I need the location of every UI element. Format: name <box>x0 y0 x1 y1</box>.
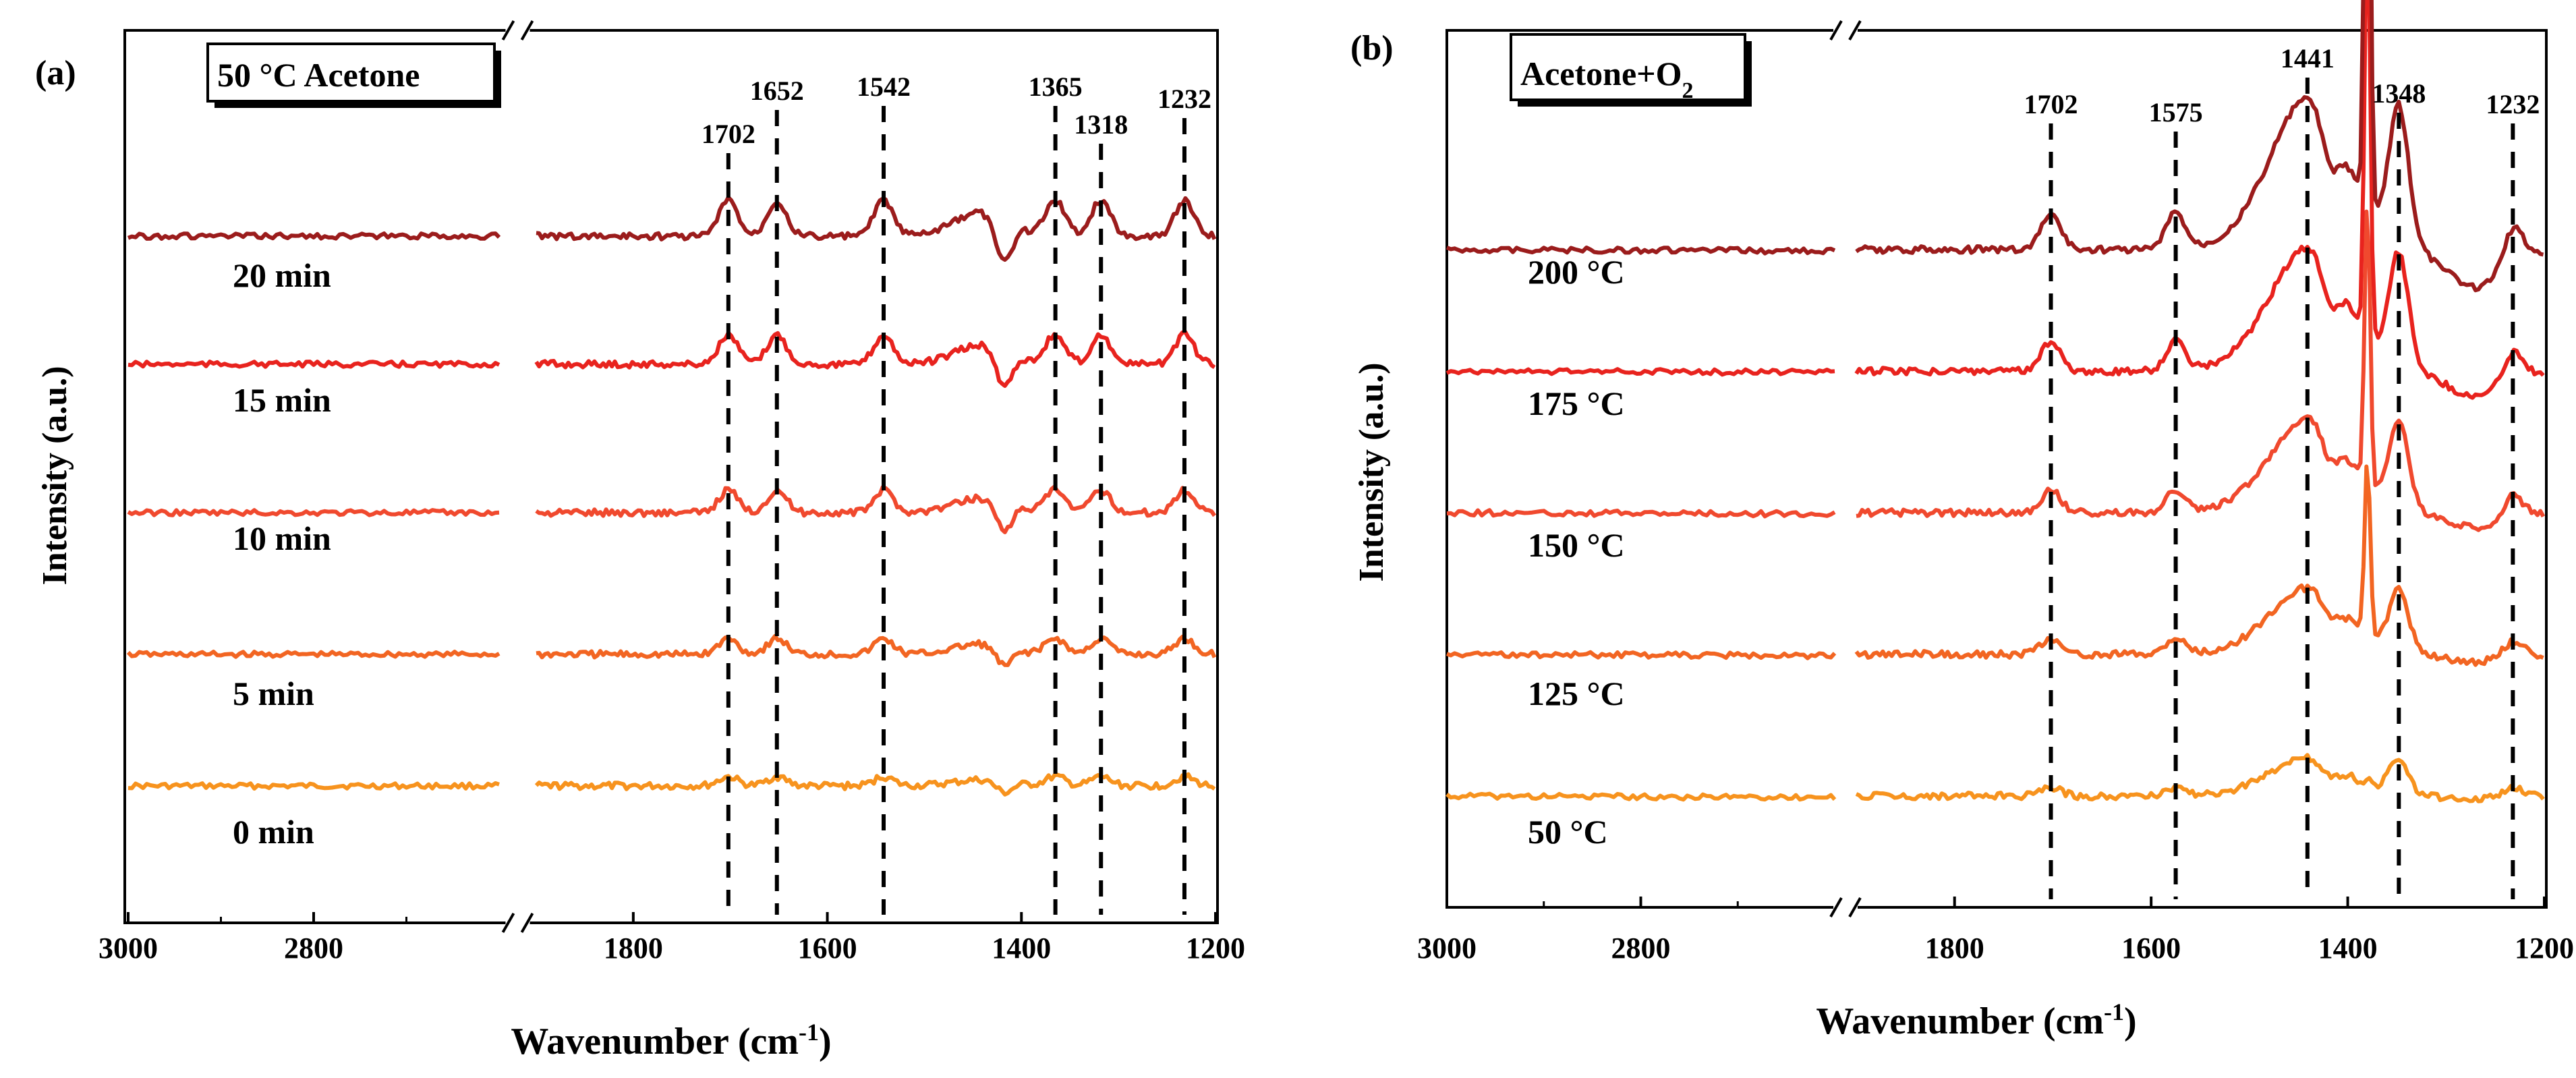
peak-label: 1441 <box>2281 43 2335 74</box>
x-axis-label-superscript: -1 <box>2104 998 2124 1025</box>
spectrum-line-right <box>1856 209 2546 532</box>
panel-b: 3000 2800 1800 1600 1400 1200(b)Acetone+O2Wav… <box>1350 0 2574 1042</box>
x-axis-label: Wavenumber (cm-1) <box>1816 998 2136 1042</box>
spectrum-line-left <box>1446 246 1836 256</box>
axis-break-mark <box>520 913 534 933</box>
spectrum-line-right <box>1854 0 2545 400</box>
axis-break-mark <box>1829 897 1843 917</box>
spectrum-line-left <box>126 650 500 659</box>
axis-break-mark <box>501 20 515 40</box>
spectrum-line-left <box>1446 508 1836 519</box>
peak-label: 1348 <box>2372 78 2426 109</box>
x-tick-label: 1200 <box>1186 932 1245 965</box>
series-label: 175 °C <box>1528 385 1625 422</box>
spectrum-line-right <box>534 330 1216 388</box>
x-tick-label: 1600 <box>798 932 857 965</box>
series-label: 20 min <box>233 256 331 294</box>
series-label: 200 °C <box>1528 253 1625 291</box>
spectrum-line-right <box>534 772 1216 797</box>
series-label: 150 °C <box>1528 526 1625 564</box>
peak-label: 1702 <box>702 119 755 149</box>
y-axis-label: Intensity (a.u.) <box>36 366 74 585</box>
peak-label: 1232 <box>1157 84 1211 114</box>
series-label: 5 min <box>233 675 314 712</box>
spectrum-line-left <box>127 231 501 241</box>
panel-label: (a) <box>35 54 76 92</box>
peak-label: 1232 <box>2486 89 2540 119</box>
chart-title: 50 °C Acetone <box>217 56 420 94</box>
series-label: 15 min <box>233 381 331 419</box>
panel-a: 3000 2800 1800 1600 1400 1200 (a) 50 °C Acetone… <box>35 20 1245 1062</box>
x-tick-label: 1200 <box>2515 932 2574 965</box>
x-tick-label: 3000 <box>98 932 158 965</box>
peak-label: 1575 <box>2149 97 2203 127</box>
x-tick-label: 3000 <box>1417 932 1477 965</box>
x-tick-label: 1600 <box>2121 932 2181 965</box>
axis-break-mark <box>1848 20 1862 40</box>
spectrum-line-right <box>536 195 1217 262</box>
x-axis-label-superscript: -1 <box>799 1019 819 1046</box>
axis-break-mark <box>1829 20 1843 40</box>
spectrum-line-left <box>1446 650 1837 660</box>
peak-label: 1318 <box>1074 109 1128 140</box>
axis-break-mark <box>501 913 515 933</box>
x-axis-label-tail: ) <box>2124 1000 2137 1042</box>
spectrum-line-right <box>535 484 1217 534</box>
x-axis-label: Wavenumber (cm-1) <box>511 1019 831 1062</box>
y-axis-label: Intensity (a.u.) <box>1352 362 1391 581</box>
peak-label: 1365 <box>1029 72 1083 102</box>
axis-break-mark <box>1848 897 1862 917</box>
spectrum-line-right <box>1855 0 2544 293</box>
x-tick-label: 2800 <box>284 932 343 965</box>
spectrum-line-left <box>1446 367 1835 377</box>
peak-label: 1652 <box>750 76 804 106</box>
x-tick-label: 1400 <box>2318 932 2378 965</box>
spectrum-line-left <box>127 360 500 369</box>
spectrum-line-left <box>1446 791 1837 802</box>
plot-frame <box>1446 29 2548 909</box>
title-box <box>1510 33 1746 101</box>
series-label: 0 min <box>233 813 314 851</box>
x-axis-label-tail: ) <box>819 1021 832 1062</box>
series-label: 125 °C <box>1528 675 1625 712</box>
title-box <box>206 42 496 103</box>
series-label: 50 °C <box>1528 813 1608 851</box>
series-label: 10 min <box>233 519 331 557</box>
title-subscript: 2 <box>1682 78 1694 103</box>
peak-label: 1542 <box>857 72 911 102</box>
plot-frame <box>123 29 1219 924</box>
spectrum-line-right <box>536 633 1217 667</box>
peak-label: 1702 <box>2024 89 2078 119</box>
axis-break-mark <box>520 20 534 40</box>
panel-label: (b) <box>1350 29 1394 67</box>
x-tick-label: 2800 <box>1611 932 1671 965</box>
x-tick-label: 1800 <box>1925 932 1984 965</box>
spectrum-line-left <box>127 781 500 791</box>
spectrum-line-left <box>127 508 500 517</box>
x-tick-label: 1800 <box>604 932 663 965</box>
spectrum-line-right <box>1855 753 2545 803</box>
x-tick-label: 1400 <box>992 932 1051 965</box>
spectrum-line-right <box>1854 464 2544 667</box>
